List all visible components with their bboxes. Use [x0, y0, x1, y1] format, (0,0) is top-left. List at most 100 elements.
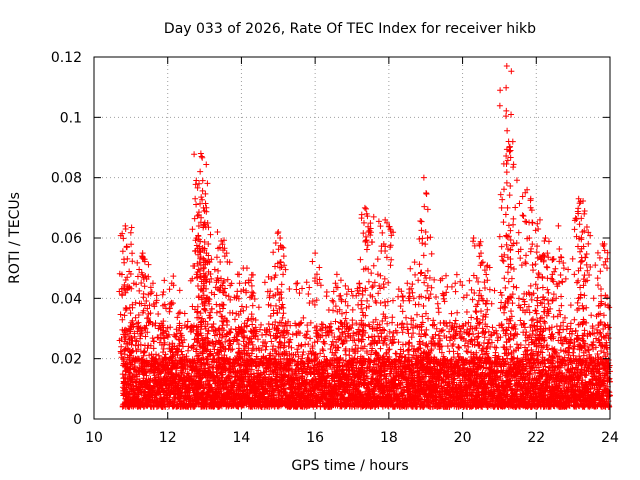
data-point — [335, 326, 342, 333]
data-point — [303, 331, 310, 338]
data-points — [116, 63, 613, 410]
data-point — [240, 338, 247, 345]
data-point — [300, 349, 307, 356]
data-point — [307, 335, 314, 342]
data-point — [320, 339, 327, 346]
data-point — [132, 299, 139, 306]
data-point — [183, 353, 190, 360]
data-point — [399, 329, 406, 336]
data-point — [330, 307, 337, 314]
data-point — [169, 340, 176, 347]
data-point — [132, 337, 139, 344]
data-point — [358, 305, 365, 312]
data-point — [152, 320, 159, 327]
data-point — [181, 336, 188, 343]
data-point — [464, 348, 471, 355]
data-point — [412, 271, 419, 278]
data-point — [389, 319, 396, 326]
data-point — [258, 321, 265, 328]
data-point — [142, 333, 149, 340]
data-point — [285, 338, 292, 345]
data-point — [390, 339, 397, 346]
chart-title: Day 033 of 2026, Rate Of TEC Index for r… — [164, 21, 536, 37]
data-point — [304, 328, 311, 335]
data-point — [333, 271, 340, 278]
data-point — [323, 289, 330, 296]
data-point — [119, 371, 126, 378]
data-point — [293, 280, 300, 287]
data-point — [320, 347, 327, 354]
data-point — [177, 309, 184, 316]
data-point — [185, 347, 192, 354]
data-point — [470, 331, 477, 338]
data-point — [386, 346, 393, 353]
data-point — [133, 338, 140, 345]
data-point — [176, 287, 183, 294]
data-point — [141, 349, 148, 356]
data-point — [170, 273, 177, 280]
data-point — [155, 352, 162, 359]
data-point — [294, 280, 301, 287]
data-point — [153, 392, 160, 399]
data-point — [403, 314, 410, 321]
data-point — [406, 346, 413, 353]
data-point — [408, 334, 415, 341]
data-point — [184, 318, 191, 325]
data-point — [323, 332, 330, 339]
data-point — [261, 279, 268, 286]
data-point — [161, 277, 168, 284]
data-point — [209, 323, 216, 330]
data-point — [399, 308, 406, 315]
data-point — [342, 315, 349, 322]
data-point — [178, 332, 185, 339]
data-point — [404, 347, 411, 354]
data-point — [469, 296, 476, 303]
data-point — [303, 279, 310, 286]
data-point — [434, 300, 441, 307]
data-point — [147, 284, 154, 291]
data-point — [343, 309, 350, 316]
data-point — [294, 346, 301, 353]
data-point — [143, 372, 150, 379]
data-point — [342, 351, 349, 358]
data-point — [150, 345, 157, 352]
data-point — [377, 345, 384, 352]
data-point — [219, 332, 226, 339]
data-point — [289, 331, 296, 338]
data-point — [130, 382, 137, 389]
data-point — [144, 329, 151, 336]
data-point — [265, 320, 272, 327]
data-point — [453, 271, 460, 278]
data-point — [439, 326, 446, 333]
data-point — [140, 375, 147, 382]
data-point — [386, 328, 393, 335]
data-point — [150, 383, 157, 390]
data-point — [149, 335, 156, 342]
data-point — [133, 281, 140, 288]
data-point — [181, 362, 188, 369]
data-point — [287, 336, 294, 343]
data-point — [314, 338, 321, 345]
data-point — [159, 291, 166, 298]
data-point — [375, 333, 382, 340]
data-point — [150, 338, 157, 345]
grid-lines — [94, 57, 610, 419]
data-point — [263, 343, 270, 350]
data-point — [415, 277, 422, 284]
data-point — [443, 272, 450, 279]
data-point — [174, 352, 181, 359]
data-point — [183, 324, 190, 331]
data-point — [231, 316, 238, 323]
data-point — [170, 282, 177, 289]
data-point — [435, 332, 442, 339]
data-point — [131, 333, 138, 340]
data-point — [452, 288, 459, 295]
data-point — [329, 338, 336, 345]
data-point — [293, 286, 300, 293]
data-point — [424, 287, 431, 294]
data-point — [141, 388, 148, 395]
data-point — [186, 392, 193, 399]
data-point — [349, 317, 356, 324]
data-point — [163, 328, 170, 335]
